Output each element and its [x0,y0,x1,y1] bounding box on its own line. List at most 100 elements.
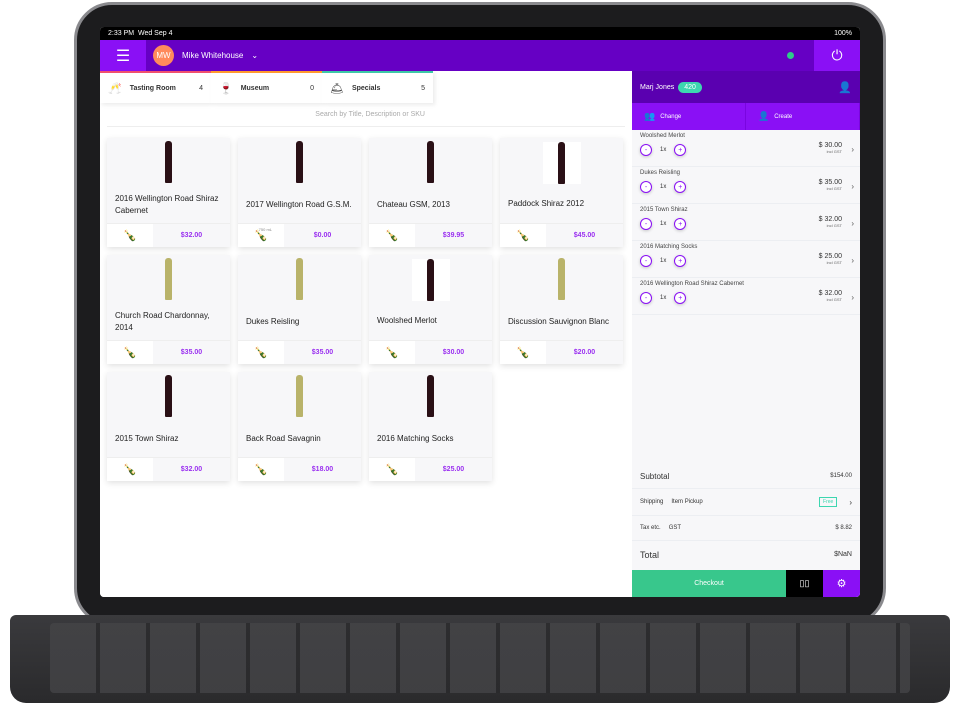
product-card[interactable]: Back Road Savagnin 🍾 $18.00 [238,372,361,481]
search-input[interactable]: Search by Title, Description or SKU [107,111,625,127]
cart-item[interactable]: 2016 Wellington Road Shiraz Cabernet - 1x +… [632,278,860,315]
product-price: $0.00 [313,232,332,239]
product-price: $25.00 [442,466,465,473]
bottle-size-icon[interactable]: 🍾 [107,458,153,481]
tab-count: 5 [421,84,425,92]
bottle-image [107,255,230,303]
product-name: 2016 Wellington Road Shiraz Cabernet [115,193,219,215]
cart-item[interactable]: Woolshed Merlot - 1x + $ 30.00 incl GST › [632,130,860,167]
product-price: $35.00 [180,349,203,356]
cart-item[interactable]: Dukes Reisling - 1x + $ 35.00 incl GST › [632,167,860,204]
bottle-size-icon[interactable]: 🍾 [107,341,153,364]
product-card[interactable]: Chateau GSM, 2013 🍾 $39.95 [369,138,492,247]
product-card[interactable]: Paddock Shiraz 2012 🍾 $45.00 [500,138,623,247]
cart-item-name: 2016 Matching Socks [640,244,698,250]
quantity: 1x [660,295,667,301]
product-card[interactable]: Dukes Reisling 🍾 $35.00 [238,255,361,364]
product-name: Church Road Chardonnay, 2014 [115,310,210,332]
bottle-image [107,138,230,186]
bottle-size-icon[interactable]: 🍾 [238,341,284,364]
decrease-button[interactable]: - [640,218,652,230]
tab-tasting-room[interactable]: 🥂 Tasting Room 4 [100,71,211,103]
user-name[interactable]: Mike Whitehouse [182,51,244,60]
cart-item-name: 2016 Wellington Road Shiraz Cabernet [640,281,744,287]
bottle-size-icon[interactable]: 🍾 [369,458,415,481]
cart-item-name: Dukes Reisling [640,170,681,176]
header: ☰ MW Mike Whitehouse ⌄ ⏻ [100,40,860,71]
points-badge: 420 [678,81,702,93]
keyboard [10,615,950,703]
chevron-right-icon[interactable]: › [851,145,854,154]
chevron-right-icon[interactable]: › [851,182,854,191]
bottle-image [369,372,492,420]
bottle-size-icon[interactable]: 🍾 [369,224,415,247]
tax-note: incl GST [826,260,842,265]
filters-menu-button[interactable]: ☰ [100,40,146,71]
cart-list: Woolshed Merlot - 1x + $ 30.00 incl GST › Dukes… [632,130,860,315]
decrease-button[interactable]: - [640,144,652,156]
bottle-size-icon[interactable]: 🍾 [238,458,284,481]
settings-button[interactable]: ⚙ [823,570,860,597]
product-card[interactable]: 2015 Town Shiraz 🍾 $32.00 [107,372,230,481]
increase-button[interactable]: + [674,255,687,267]
decrease-button[interactable]: - [640,255,652,267]
tab-museum[interactable]: 🍷 Museum 0 [211,71,322,103]
category-icon: 🥂 [108,82,122,95]
status-time: 2:33 PM Wed Sep 4 [108,30,172,37]
category-icon: 🍷 [219,82,233,95]
screen: 2:33 PM Wed Sep 4 100% ☰ MW Mike Whiteho… [100,27,860,597]
create-customer-button[interactable]: 👤 Create [746,103,860,130]
tax-row: Tax etc. GST $ 8.82 [632,516,860,541]
cart-item-name: Woolshed Merlot [640,133,685,139]
bottle-size-icon[interactable]: 🍾 [107,224,153,247]
product-card[interactable]: Discussion Sauvignon Blanc 🍾 $20.00 [500,255,623,364]
chevron-right-icon[interactable]: › [851,256,854,265]
customer-actions: 👥 Change 👤 Create [632,103,860,130]
category-icon: 🛎 [330,82,344,95]
checkout-button[interactable]: Checkout [632,570,786,597]
product-card[interactable]: 2016 Wellington Road Shiraz Cabernet 🍾 $32… [107,138,230,247]
tax-note: incl GST [826,186,842,191]
chevron-right-icon[interactable]: › [851,219,854,228]
decrease-button[interactable]: - [640,292,652,304]
cart-item-price: $ 32.00 [818,216,842,223]
customer-help-icon[interactable]: 👤 [838,81,852,94]
tax-note: incl GST [826,223,842,228]
quantity: 1x [660,258,667,264]
increase-button[interactable]: + [674,181,687,193]
checkout-bar: Checkout ▯▯ ⚙ [632,570,860,597]
tab-count: 0 [310,84,314,92]
bottle-size-icon[interactable]: 🍾 [369,341,415,364]
product-card[interactable]: Church Road Chardonnay, 2014 🍾 $35.00 [107,255,230,364]
product-card[interactable]: Woolshed Merlot 🍾 $30.00 [369,255,492,364]
decrease-button[interactable]: - [640,181,652,193]
tab-specials[interactable]: 🛎 Specials 5 [322,71,433,103]
product-price: $30.00 [442,349,465,356]
increase-button[interactable]: + [674,218,687,230]
tax-name: GST [668,525,682,531]
bottle-size-icon[interactable]: 🍾 [500,341,546,364]
shipping-row[interactable]: Shipping Item Pickup Free › [632,489,860,516]
product-card[interactable]: 2016 Matching Socks 🍾 $25.00 [369,372,492,481]
cart-item[interactable]: 2015 Town Shiraz - 1x + $ 32.00 incl GST › [632,204,860,241]
park-sale-button[interactable]: ▯▯ [786,570,823,597]
bottle-size-icon[interactable]: 🍾 750 mL [238,224,284,247]
change-customer-button[interactable]: 👥 Change [632,103,746,130]
cart-item[interactable]: 2016 Matching Socks - 1x + $ 25.00 incl GST › [632,241,860,278]
increase-button[interactable]: + [674,144,687,156]
product-card[interactable]: 2017 Wellington Road G.S.M. 🍾 750 mL $0.00 [238,138,361,247]
cart-item-price: $ 25.00 [818,253,842,260]
customer-name[interactable]: Marj Jones [640,83,675,91]
chevron-down-icon[interactable]: ⌄ [251,51,259,60]
tax-note: incl GST [826,297,842,302]
power-button[interactable]: ⏻ [814,40,860,71]
increase-button[interactable]: + [674,292,687,304]
cart-item-price: $ 30.00 [818,142,842,149]
chevron-right-icon[interactable]: › [851,293,854,302]
add-user-icon: 👤 [758,111,770,121]
total-value: $NaN [834,551,852,558]
bottle-image [238,138,361,186]
cart-item-price: $ 35.00 [818,179,842,186]
avatar[interactable]: MW [153,45,174,66]
bottle-size-icon[interactable]: 🍾 [500,224,546,247]
